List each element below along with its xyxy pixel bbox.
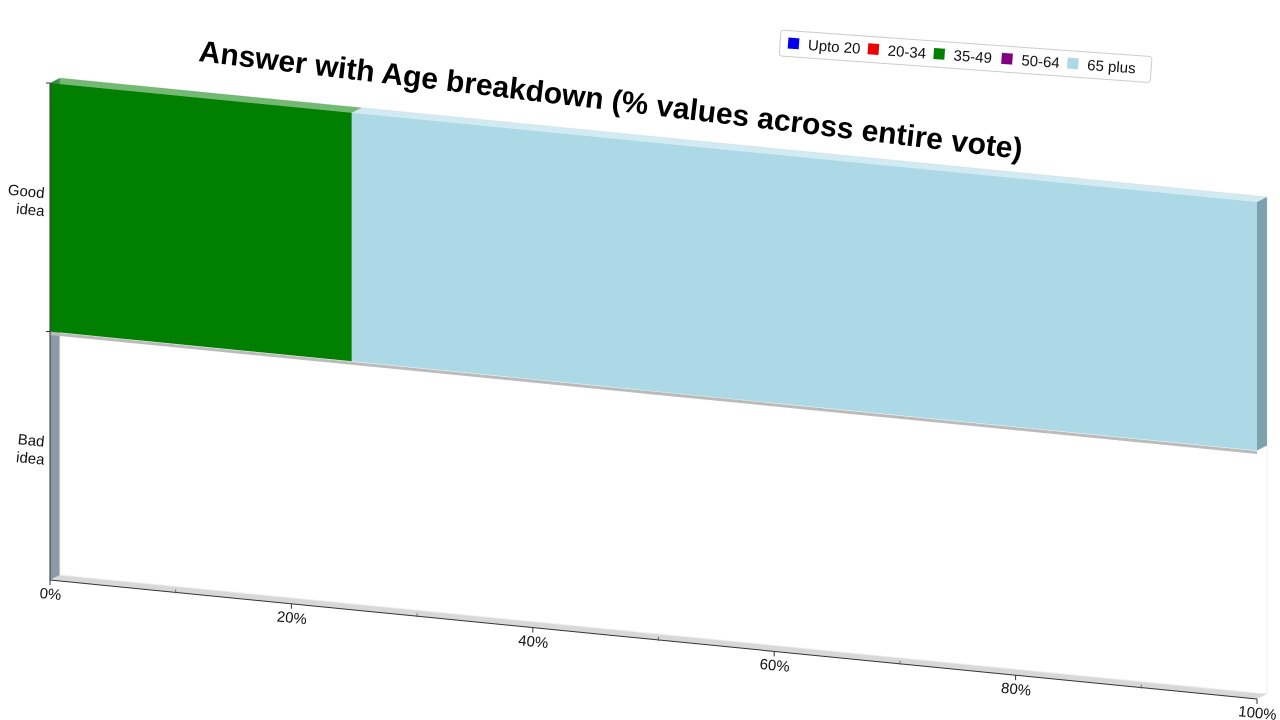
legend-swatch — [1001, 52, 1013, 65]
legend: Upto 20 20-34 35-49 50-64 65 plus — [778, 29, 1153, 83]
category-label: idea — [15, 449, 46, 469]
back-plane — [59, 77, 1268, 695]
bar-segment — [351, 112, 1257, 451]
x-tick-label: 20% — [276, 608, 308, 628]
bars — [49, 78, 1267, 455]
legend-entry: 35-49 — [953, 47, 992, 67]
legend-swatch — [933, 47, 946, 60]
legend-swatch — [1066, 57, 1079, 70]
bar-shadow — [49, 332, 1258, 455]
x-tick-label: 60% — [759, 656, 791, 676]
bar-top-face — [351, 107, 1267, 202]
bar-end-cap — [1257, 197, 1267, 451]
x-tick-label: 0% — [39, 585, 62, 604]
floor — [50, 575, 1267, 699]
bar-top-face — [50, 78, 362, 113]
legend-entry: 20-34 — [887, 43, 926, 63]
x-axis-line — [49, 579, 1258, 700]
bar-segment — [50, 83, 352, 362]
x-tick-label: 40% — [517, 632, 549, 652]
legend-swatch — [867, 43, 880, 56]
category-label: Bad — [17, 431, 45, 451]
legend-entry: 65 plus — [1087, 57, 1136, 77]
legend-entry: Upto 20 — [807, 37, 861, 58]
legend-swatch — [787, 37, 800, 50]
x-tick-label: 80% — [1000, 680, 1032, 700]
category-label: idea — [15, 201, 46, 221]
legend-box — [778, 29, 1153, 83]
category-label: Good — [7, 182, 45, 203]
x-tick-label: 100% — [1238, 703, 1278, 720]
legend-entry: 50-64 — [1021, 52, 1060, 72]
